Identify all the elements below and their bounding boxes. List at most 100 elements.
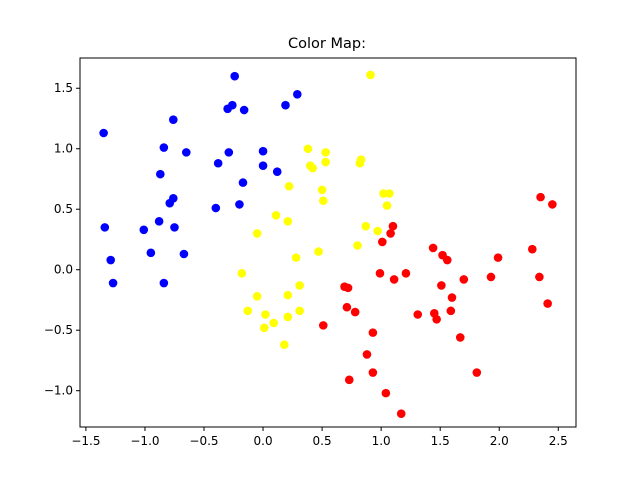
data-point [146, 248, 156, 258]
data-point [350, 307, 360, 317]
data-point [317, 185, 327, 195]
data-point [379, 189, 388, 198]
data-point [272, 167, 282, 177]
data-point [100, 223, 110, 232]
x-tick-label: 1.0 [372, 434, 391, 448]
data-point [353, 241, 362, 250]
data-point [447, 293, 457, 302]
data-point [446, 306, 456, 316]
data-point [259, 323, 269, 333]
x-tick-label: 2.0 [490, 434, 509, 448]
data-point [314, 247, 323, 256]
data-point [99, 128, 108, 138]
data-point [159, 278, 169, 288]
x-tick-label: 0.5 [313, 434, 332, 448]
data-point [368, 368, 378, 377]
data-point [213, 158, 223, 168]
data-point [535, 272, 544, 282]
data-point [432, 315, 441, 324]
data-point [361, 221, 371, 231]
data-point [318, 196, 328, 206]
data-point [295, 281, 304, 290]
data-point [293, 90, 302, 99]
data-point [283, 290, 293, 300]
data-point [389, 275, 399, 284]
data-point [252, 292, 262, 301]
y-tick-label: 0.0 [54, 263, 73, 277]
data-point [428, 243, 438, 253]
data-point [318, 321, 328, 330]
data-point [169, 115, 178, 124]
y-tick-label: 0.5 [54, 202, 73, 216]
data-point [413, 310, 423, 319]
data-point [356, 155, 366, 164]
data-point [181, 148, 191, 157]
data-point [108, 278, 118, 288]
data-point [442, 255, 452, 265]
data-point [243, 306, 252, 316]
data-point [154, 217, 164, 226]
data-point [459, 275, 469, 284]
data-point [230, 71, 239, 81]
data-point [228, 100, 237, 110]
data-point [106, 255, 115, 265]
data-point [388, 221, 398, 231]
data-point [303, 144, 313, 154]
data-point [321, 157, 330, 167]
chart-title: Color Map: [288, 36, 366, 52]
data-point [295, 306, 304, 316]
data-point [239, 105, 249, 115]
data-point [283, 217, 293, 226]
y-tick-label: −1.0 [44, 384, 73, 398]
x-tick-label: 1.5 [431, 434, 450, 448]
data-point [375, 269, 385, 278]
data-point [344, 375, 354, 385]
data-point [548, 200, 557, 209]
data-point [528, 244, 537, 254]
data-point [283, 312, 293, 322]
data-point [366, 70, 375, 80]
plot-frame [79, 57, 577, 428]
data-point [159, 143, 169, 152]
data-point [291, 253, 301, 262]
data-point [437, 281, 446, 290]
y-tick-label: −0.5 [44, 323, 73, 337]
data-point [237, 269, 247, 278]
x-tick-label: −1.0 [130, 434, 159, 448]
data-point [368, 328, 378, 337]
data-point [280, 340, 289, 350]
data-point [472, 368, 482, 377]
data-point [378, 237, 387, 247]
data-point [455, 333, 465, 342]
data-point [258, 146, 268, 156]
data-point [169, 194, 178, 203]
data-point [179, 249, 189, 259]
data-point [396, 409, 406, 418]
x-tick-label: 0.0 [254, 434, 273, 448]
data-point [170, 223, 179, 232]
data-point [308, 163, 317, 173]
data-point [269, 318, 278, 328]
data-point [252, 229, 262, 238]
x-tick-label: −1.5 [71, 434, 100, 448]
data-point [486, 272, 496, 282]
y-tick-label: 1.0 [54, 142, 73, 156]
y-tick-label: 1.5 [54, 81, 73, 95]
data-point [493, 253, 503, 262]
data-point [235, 200, 244, 209]
data-point [139, 225, 149, 235]
data-point [543, 299, 552, 308]
data-point [224, 148, 234, 157]
data-point [343, 283, 353, 293]
data-point [156, 169, 165, 179]
data-point [238, 178, 248, 187]
data-point [284, 181, 294, 191]
x-axis: −1.5 −1.0 −0.5 0.0 0.5 1.0 1.5 2.0 2.5 [71, 427, 568, 448]
x-tick-label: 2.5 [549, 434, 568, 448]
x-tick-label: −0.5 [189, 434, 218, 448]
data-point [342, 302, 352, 312]
data-point [211, 203, 221, 213]
data-point [385, 189, 394, 198]
data-point [373, 226, 382, 236]
